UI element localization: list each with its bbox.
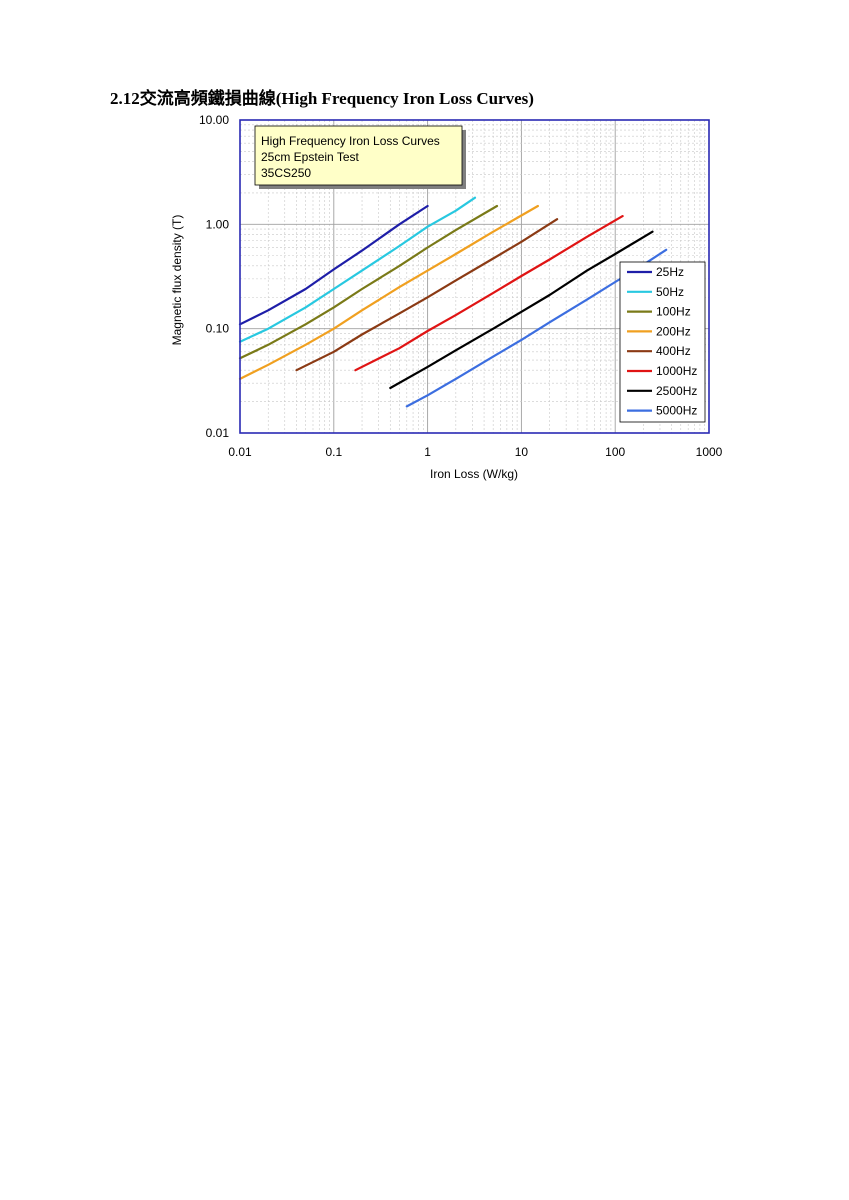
note-line-1: High Frequency Iron Loss Curves xyxy=(261,134,440,148)
note-line-2: 25cm Epstein Test xyxy=(261,150,359,164)
y-tick-label: 1.00 xyxy=(206,217,230,231)
x-tick-label: 10 xyxy=(515,445,529,459)
series-line-100hz xyxy=(238,204,499,360)
y-tick-labels: 0.01 0.10 1.00 10.00 xyxy=(199,113,229,440)
y-tick-label: 0.10 xyxy=(206,322,230,336)
legend-label: 100Hz xyxy=(656,305,691,319)
series-line-400hz xyxy=(295,218,559,372)
x-tick-label: 1 xyxy=(424,445,431,459)
legend-label: 400Hz xyxy=(656,344,691,358)
series-line-200hz xyxy=(238,204,540,380)
plot-frame xyxy=(239,119,710,434)
x-tick-labels: 0.01 0.1 1 10 100 1000 xyxy=(228,445,722,459)
page-title: 2.12交流高頻鐵損曲線(High Frequency Iron Loss Cu… xyxy=(110,89,534,108)
series-line-50hz xyxy=(238,196,477,343)
x-tick-label: 0.1 xyxy=(325,445,342,459)
series-lines xyxy=(238,196,668,408)
x-axis-label: Iron Loss (W/kg) xyxy=(430,467,518,481)
y-tick-label: 10.00 xyxy=(199,113,229,127)
legend-box xyxy=(619,261,706,423)
x-tick-label: 0.01 xyxy=(228,445,252,459)
legend-label: 2500Hz xyxy=(656,384,697,398)
legend-label: 5000Hz xyxy=(656,404,697,418)
legend: 25Hz 50Hz 100Hz 200Hz 400Hz 1000Hz 2500Hz 5000H… xyxy=(619,261,706,423)
legend-label: 25Hz xyxy=(656,265,684,279)
note-line-3: 35CS250 xyxy=(261,166,311,180)
x-tick-label: 1000 xyxy=(696,445,723,459)
series-line-2500hz xyxy=(389,230,654,390)
legend-label: 50Hz xyxy=(656,285,684,299)
y-axis-label: Magnetic flux density (T) xyxy=(170,215,184,346)
legend-label: 1000Hz xyxy=(656,364,697,378)
note-box: High Frequency Iron Loss Curves 25cm Eps… xyxy=(254,125,466,189)
y-tick-label: 0.01 xyxy=(206,426,230,440)
legend-label: 200Hz xyxy=(656,324,691,338)
x-tick-label: 100 xyxy=(605,445,625,459)
series-line-1000hz xyxy=(354,215,624,372)
iron-loss-chart: 0.01 0.1 1 10 100 1000 0.01 0.10 1.00 10.00 Iron… xyxy=(170,113,723,481)
series-line-25hz xyxy=(238,204,429,326)
